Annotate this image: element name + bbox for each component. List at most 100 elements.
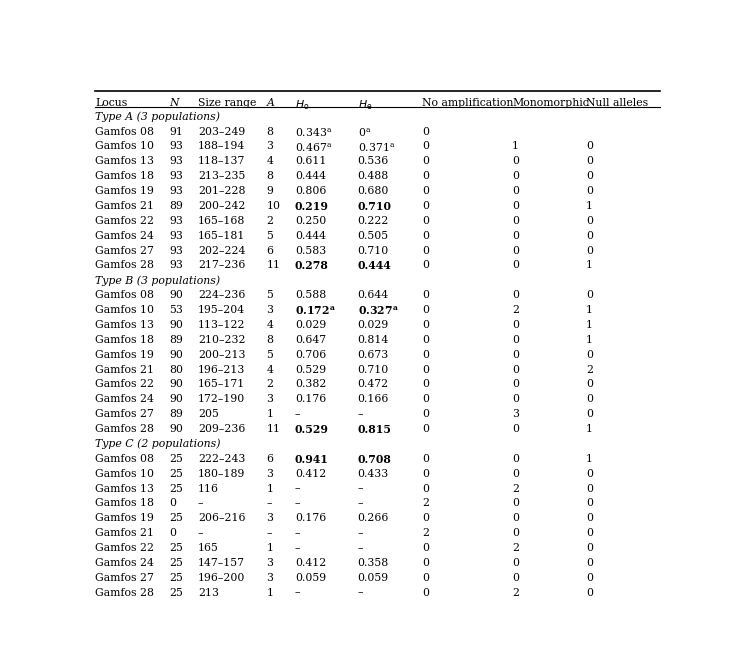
Text: 0: 0 — [422, 484, 429, 494]
Text: Gamfos 08: Gamfos 08 — [95, 290, 154, 300]
Text: 2: 2 — [512, 305, 519, 315]
Text: 0: 0 — [422, 246, 429, 256]
Text: 0.710: 0.710 — [357, 246, 389, 256]
Text: Gamfos 19: Gamfos 19 — [95, 513, 154, 523]
Text: 0: 0 — [422, 320, 429, 330]
Text: 0.529: 0.529 — [295, 424, 329, 435]
Text: 0: 0 — [422, 380, 429, 390]
Text: 1: 1 — [266, 484, 273, 494]
Text: $H_{\mathrm{e}}$: $H_{\mathrm{e}}$ — [357, 98, 372, 112]
Text: 0.371$^{\mathregular{a}}$: 0.371$^{\mathregular{a}}$ — [357, 141, 395, 154]
Text: 0.529: 0.529 — [295, 364, 326, 374]
Text: 0: 0 — [586, 469, 593, 479]
Text: 165–181: 165–181 — [198, 230, 245, 240]
Text: 0.382: 0.382 — [295, 380, 326, 390]
Text: Gamfos 18: Gamfos 18 — [95, 498, 154, 508]
Text: 90: 90 — [170, 350, 183, 360]
Text: 0$^{\mathregular{a}}$: 0$^{\mathregular{a}}$ — [357, 127, 371, 139]
Text: 1: 1 — [586, 320, 593, 330]
Text: –: – — [295, 484, 301, 494]
Text: 0.250: 0.250 — [295, 216, 326, 226]
Text: 0: 0 — [422, 424, 429, 434]
Text: 0: 0 — [586, 513, 593, 523]
Text: Gamfos 22: Gamfos 22 — [95, 216, 154, 226]
Text: 90: 90 — [170, 394, 183, 404]
Text: 0: 0 — [512, 230, 519, 240]
Text: Gamfos 18: Gamfos 18 — [95, 171, 154, 181]
Text: –: – — [295, 409, 301, 419]
Text: 11: 11 — [266, 424, 280, 434]
Text: 93: 93 — [170, 141, 183, 151]
Text: 0.815: 0.815 — [357, 424, 392, 435]
Text: 3: 3 — [266, 394, 273, 404]
Text: 0.588: 0.588 — [295, 290, 326, 300]
Text: 3: 3 — [266, 305, 273, 315]
Text: Type C (2 populations): Type C (2 populations) — [95, 439, 220, 450]
Text: 25: 25 — [170, 484, 183, 494]
Text: 196–200: 196–200 — [198, 573, 245, 583]
Text: 0: 0 — [422, 573, 429, 583]
Text: 1: 1 — [266, 409, 273, 419]
Text: 206–216: 206–216 — [198, 513, 245, 523]
Text: 0.706: 0.706 — [295, 350, 326, 360]
Text: 0.941: 0.941 — [295, 454, 329, 465]
Text: 0: 0 — [512, 469, 519, 479]
Text: 118–137: 118–137 — [198, 157, 245, 166]
Text: 0.059: 0.059 — [295, 573, 326, 583]
Text: Gamfos 19: Gamfos 19 — [95, 186, 154, 196]
Text: –: – — [357, 498, 363, 508]
Text: 93: 93 — [170, 157, 183, 166]
Text: 0: 0 — [512, 157, 519, 166]
Text: 0.358: 0.358 — [357, 558, 389, 568]
Text: 0.536: 0.536 — [357, 157, 389, 166]
Text: Gamfos 28: Gamfos 28 — [95, 587, 154, 597]
Text: 0: 0 — [586, 350, 593, 360]
Text: 93: 93 — [170, 171, 183, 181]
Text: 0: 0 — [512, 320, 519, 330]
Text: 93: 93 — [170, 216, 183, 226]
Text: 0: 0 — [512, 216, 519, 226]
Text: 3: 3 — [266, 513, 273, 523]
Text: Size range: Size range — [198, 98, 256, 108]
Text: 0.029: 0.029 — [357, 320, 389, 330]
Text: 209–236: 209–236 — [198, 424, 245, 434]
Text: Gamfos 10: Gamfos 10 — [95, 469, 154, 479]
Text: Gamfos 28: Gamfos 28 — [95, 260, 154, 270]
Text: 0: 0 — [422, 409, 429, 419]
Text: 25: 25 — [170, 558, 183, 568]
Text: 213: 213 — [198, 587, 219, 597]
Text: 0.176: 0.176 — [295, 394, 326, 404]
Text: 0: 0 — [422, 260, 429, 270]
Text: 188–194: 188–194 — [198, 141, 245, 151]
Text: –: – — [357, 587, 363, 597]
Text: 0: 0 — [586, 230, 593, 240]
Text: 196–213: 196–213 — [198, 364, 245, 374]
Text: 4: 4 — [266, 157, 273, 166]
Text: 4: 4 — [266, 320, 273, 330]
Text: Gamfos 24: Gamfos 24 — [95, 394, 154, 404]
Text: 0.222: 0.222 — [357, 216, 389, 226]
Text: 11: 11 — [266, 260, 280, 270]
Text: –: – — [295, 528, 301, 538]
Text: 0: 0 — [586, 246, 593, 256]
Text: 0.412: 0.412 — [295, 469, 326, 479]
Text: 3: 3 — [266, 573, 273, 583]
Text: 0.644: 0.644 — [357, 290, 389, 300]
Text: 2: 2 — [266, 216, 273, 226]
Text: Gamfos 21: Gamfos 21 — [95, 364, 154, 374]
Text: 90: 90 — [170, 380, 183, 390]
Text: 0.412: 0.412 — [295, 558, 326, 568]
Text: 0: 0 — [586, 171, 593, 181]
Text: Gamfos 24: Gamfos 24 — [95, 558, 154, 568]
Text: 5: 5 — [266, 350, 273, 360]
Text: –: – — [357, 484, 363, 494]
Text: 90: 90 — [170, 424, 183, 434]
Text: 1: 1 — [586, 335, 593, 345]
Text: 0: 0 — [586, 573, 593, 583]
Text: 0: 0 — [512, 573, 519, 583]
Text: 0: 0 — [512, 424, 519, 434]
Text: –: – — [266, 528, 272, 538]
Text: 0: 0 — [586, 587, 593, 597]
Text: 1: 1 — [586, 260, 593, 270]
Text: 202–224: 202–224 — [198, 246, 245, 256]
